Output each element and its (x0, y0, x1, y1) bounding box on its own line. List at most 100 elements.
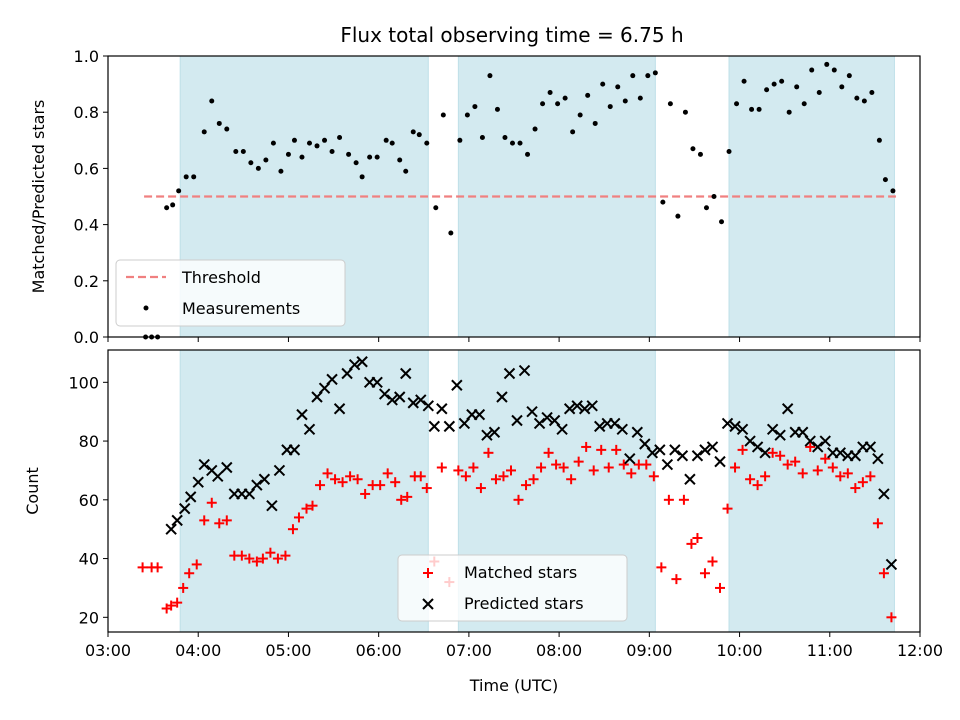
predicted-star-marker (221, 461, 233, 474)
matched-star-marker (307, 500, 318, 511)
matched-star-marker (543, 447, 554, 458)
matched-star-marker (656, 562, 667, 573)
predicted-star-marker (594, 420, 606, 433)
measurement-point (652, 70, 658, 76)
matched-star-marker (460, 471, 471, 482)
matched-star-marker (521, 480, 532, 491)
measurement-point (487, 73, 493, 79)
legend-measurement-swatch (143, 305, 149, 311)
predicted-star-marker (541, 411, 553, 424)
matched-star-marker (820, 453, 831, 464)
measurement-point (314, 143, 320, 149)
x-tick-label: 07:00 (446, 641, 492, 660)
y-tick-label: 0.2 (74, 272, 99, 291)
predicted-star-marker (729, 420, 741, 433)
matched-star-marker (257, 553, 268, 564)
predicted-star-marker (744, 435, 756, 447)
predicted-star-marker (774, 429, 786, 441)
matched-star-marker (415, 471, 426, 482)
measurement-point (682, 109, 688, 115)
predicted-star-marker (192, 476, 204, 488)
matched-star-marker (588, 465, 599, 476)
measurement-point (525, 151, 531, 157)
measurement-point (630, 73, 636, 79)
measurement-point (749, 106, 755, 112)
x-tick-label: 12:00 (897, 641, 943, 660)
top-panel: 0.0 0.2 0.4 0.6 0.8 1.0 Matched/Predicted star… (29, 47, 921, 347)
matched-star-marker (265, 547, 276, 558)
matched-star-marker (505, 465, 516, 476)
measurement-point (756, 106, 762, 112)
legend-predicted-swatch (422, 598, 434, 610)
legend-matched-swatch (423, 568, 433, 578)
measurement-point (794, 84, 800, 90)
measurement-point (299, 154, 305, 160)
matched-star-marker (199, 515, 210, 526)
measurement-point (367, 154, 373, 160)
measurement-point (329, 149, 335, 155)
predicted-star-marker (400, 367, 412, 380)
matched-star-marker (857, 477, 868, 488)
matched-star-marker (805, 441, 816, 452)
measurement-point (216, 120, 222, 126)
matched-star-marker (730, 462, 741, 473)
predicted-star-marker (578, 403, 591, 415)
matched-star-marker (611, 444, 622, 455)
measurement-point (440, 112, 446, 118)
predicted-star-marker (759, 447, 771, 459)
measurement-point (547, 90, 553, 96)
matched-star-marker (396, 494, 407, 505)
matched-star-marker (842, 468, 853, 479)
measurement-point (675, 213, 681, 219)
matched-star-marker (315, 480, 326, 491)
measurement-point (839, 84, 845, 90)
predicted-star-marker (766, 423, 779, 436)
matched-star-marker (528, 474, 539, 485)
measurement-point (433, 205, 439, 211)
measurement-point (600, 81, 606, 87)
legend-box (115, 259, 346, 327)
matched-star-marker (513, 494, 524, 505)
matched-star-marker (581, 441, 592, 452)
predicted-star-marker (212, 470, 224, 483)
measurement-point (555, 101, 561, 107)
predicted-star-marker (533, 417, 546, 430)
predicted-star-marker (378, 388, 391, 400)
matched-star-marker (206, 497, 217, 508)
predicted-star-marker (333, 403, 346, 415)
predicted-star-marker (348, 358, 361, 371)
y-tick-label: 100 (68, 373, 99, 392)
matched-star-marker (596, 444, 607, 455)
measurement-point (424, 140, 430, 146)
predicted-star-marker (273, 464, 286, 477)
matched-star-marker (345, 471, 356, 482)
legend-label: Threshold (181, 268, 261, 287)
measurement-point (224, 126, 230, 132)
measurement-point (397, 157, 403, 163)
predicted-star-marker (503, 367, 516, 380)
predicted-star-marker (386, 394, 398, 406)
matched-star-marker (436, 462, 447, 473)
matched-star-marker (453, 465, 464, 476)
measurement-point (809, 67, 815, 73)
measurement-point (779, 78, 785, 84)
axes-frame (107, 55, 921, 338)
measurement-point (416, 132, 422, 138)
matched-star-marker (850, 483, 861, 494)
predicted-star-marker (646, 447, 659, 459)
matched-star-marker (812, 465, 823, 476)
predicted-star-marker (394, 391, 406, 403)
measurement-point (562, 95, 568, 101)
matched-star-marker (878, 568, 889, 579)
predicted-star-marker (684, 473, 696, 485)
matched-star-marker (790, 456, 801, 467)
measurement-point (645, 73, 651, 79)
measurement-point (622, 98, 628, 104)
predicted-star-marker (178, 502, 191, 515)
predicted-star-marker (616, 423, 628, 436)
measurement-point (540, 101, 546, 107)
matched-star-marker (626, 468, 637, 479)
matched-star-marker (722, 503, 733, 514)
predicted-star-marker (706, 441, 719, 453)
x-tick-label: 05:00 (265, 641, 311, 660)
